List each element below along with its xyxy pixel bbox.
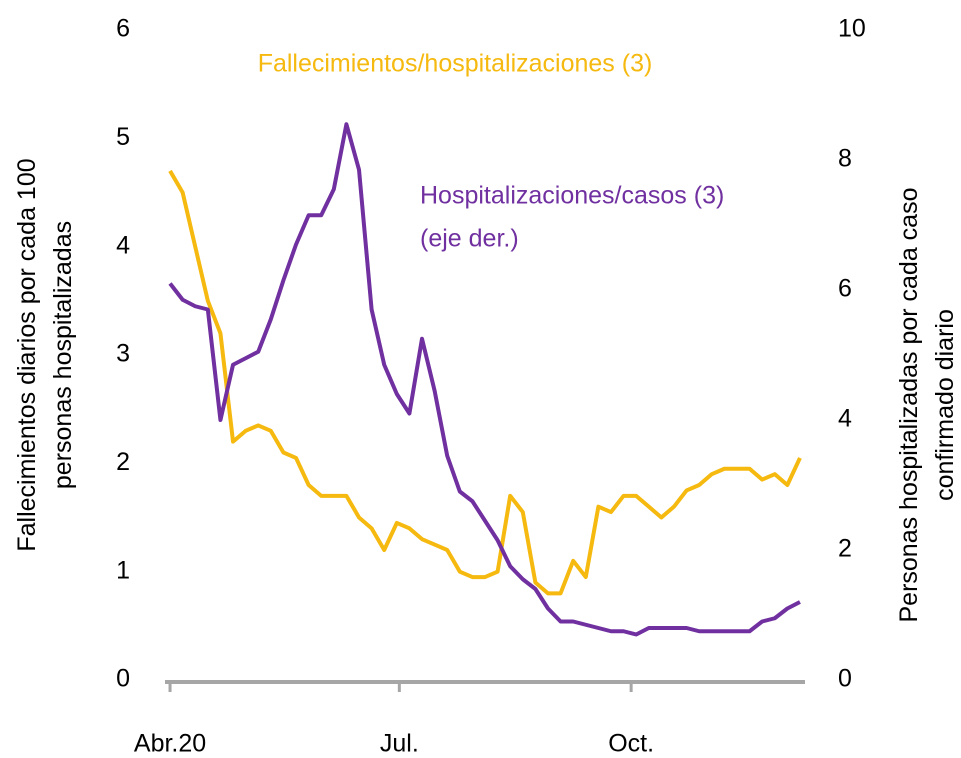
y-axis-label: Fallecimientos diarios por cada 100 perso…: [13, 158, 77, 551]
x-tick-label: Jul.: [380, 730, 419, 758]
annotation: Fallecimientos/hospitalizaciones (3): [258, 50, 653, 78]
y-tick-label: 6: [116, 15, 130, 43]
y2-tick-label: 10: [838, 15, 866, 43]
y2-tick-label: 4: [838, 405, 852, 433]
y-tick-label: 1: [116, 556, 130, 584]
y-tick-label: 5: [116, 123, 130, 151]
y2-tick-label: 0: [838, 665, 852, 693]
data-line: [168, 169, 802, 596]
y-tick-label: 2: [116, 448, 130, 476]
y-tick-label: 3: [116, 340, 130, 368]
annotation: Hospitalizaciones/casos (3): [420, 182, 724, 210]
y-tick-label: 4: [116, 231, 130, 259]
annotation: (eje der.): [420, 225, 519, 253]
x-tick-label: Abr.20: [134, 730, 206, 758]
y2-tick-label: 8: [838, 145, 852, 173]
y2-tick-label: 2: [838, 535, 852, 563]
y2-axis-label: Personas hospitalizadas por cada caso con…: [895, 188, 959, 623]
data-line: [168, 122, 801, 637]
y-tick-label: 0: [116, 665, 130, 693]
y2-tick-label: 6: [838, 275, 852, 303]
x-tick-label: Oct.: [608, 730, 654, 758]
